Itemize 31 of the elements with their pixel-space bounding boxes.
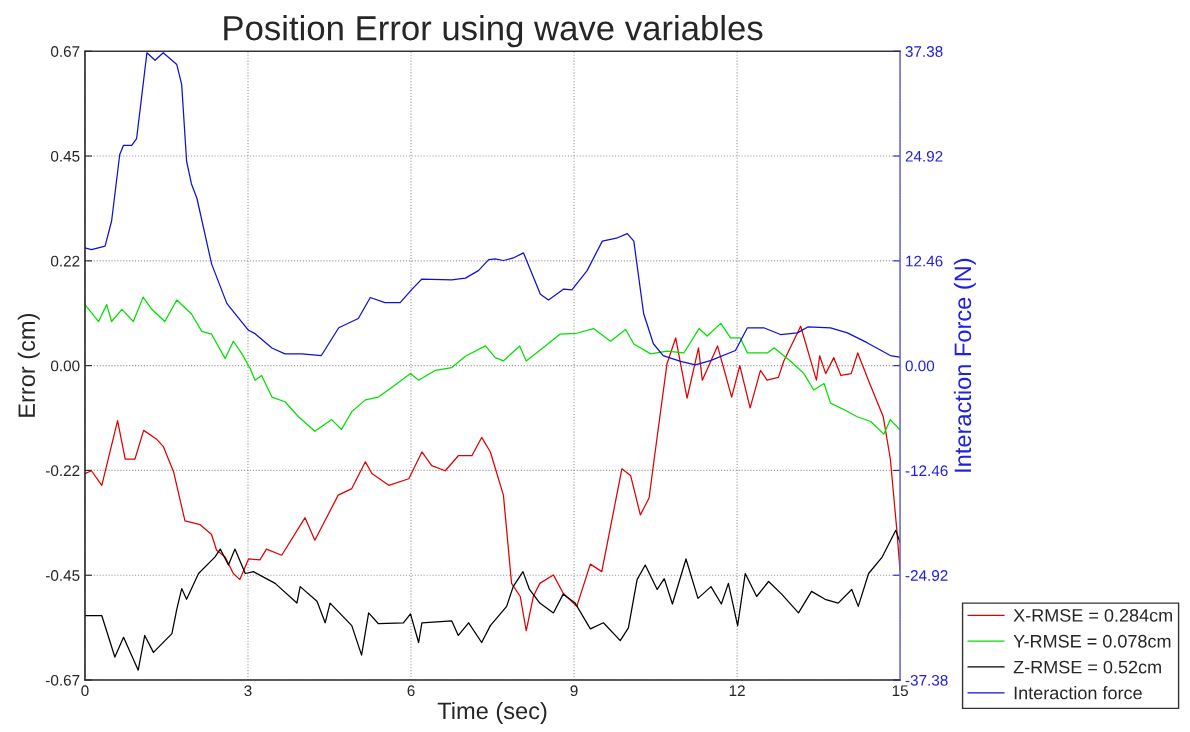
legend-label: Interaction force: [1014, 686, 1142, 700]
legend-label: X-RMSE = 0.284cm: [1013, 608, 1172, 622]
y2-tick-label: -12.46: [905, 465, 948, 477]
y-tick-label: 0.67: [50, 46, 80, 57]
y-axis-title: Error (cm): [17, 313, 40, 417]
x-tick-label: 6: [407, 685, 415, 697]
y-tick-label: 0.22: [50, 255, 80, 267]
chart-title: Position Error using wave variables: [224, 14, 763, 48]
y-tick-label: -0.45: [45, 570, 80, 581]
y2-tick-label: -24.92: [905, 570, 948, 581]
x-axis-title: Time (sec): [437, 701, 547, 724]
y2-tick-label: 37.38: [905, 46, 943, 57]
y2-tick-label: -37.38: [905, 674, 948, 686]
line-series: [84, 529, 901, 671]
y2-axis-title: Interaction Force (N): [953, 258, 976, 472]
x-tick-label: 9: [570, 685, 578, 697]
x-tick-label: 3: [244, 685, 252, 697]
y-tick-label: -0.22: [45, 465, 80, 477]
y2-tick-label: 24.92: [905, 150, 943, 162]
y2-tick-label: 0.00: [905, 360, 935, 372]
y-tick-label: 0.00: [50, 360, 80, 372]
legend-label: Y-RMSE = 0.078cm: [1013, 634, 1171, 648]
line-series: [84, 325, 901, 632]
y2-tick-label: 12.46: [906, 255, 943, 267]
y-tick-label: 0.45: [50, 150, 80, 162]
line-series: [84, 296, 901, 435]
y-tick-label: -0.67: [45, 674, 80, 686]
x-tick-label: 15: [892, 685, 908, 697]
legend-label: Z-RMSE = 0.52cm: [1013, 660, 1161, 674]
x-tick-label: 12: [729, 685, 745, 696]
x-tick-label: 0: [81, 685, 89, 697]
